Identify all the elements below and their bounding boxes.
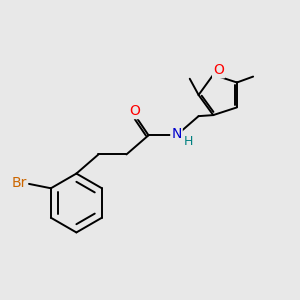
Text: N: N <box>171 127 182 141</box>
Text: Br: Br <box>12 176 27 190</box>
Text: O: O <box>213 63 224 77</box>
Text: O: O <box>129 104 140 118</box>
Text: H: H <box>184 135 194 148</box>
